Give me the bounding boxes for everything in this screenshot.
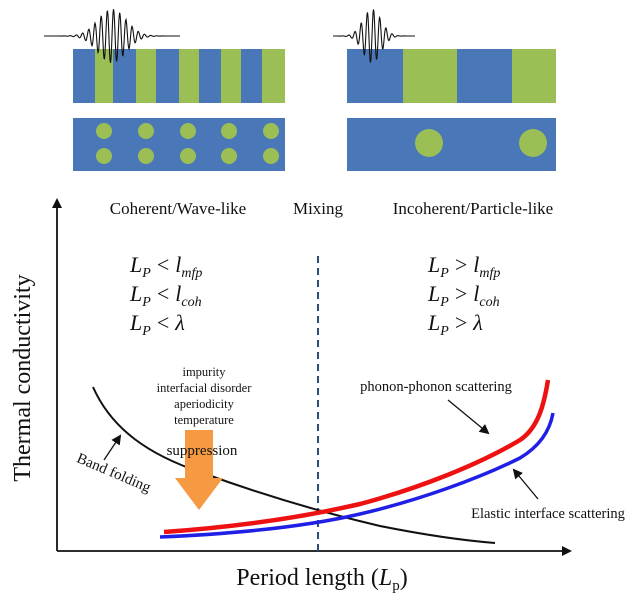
coherent-stripe <box>95 49 113 103</box>
condition-line: LP < λ <box>129 310 185 339</box>
factor-impurity: impurity <box>182 365 226 379</box>
incoherent-dot <box>519 129 547 157</box>
condition-line: LP > lmfp <box>427 252 500 281</box>
elastic-interface-pointer <box>512 468 539 500</box>
coherent-dot <box>96 148 112 164</box>
phonon-phonon-pointer <box>447 399 490 435</box>
coherent-wave-packet <box>44 9 180 63</box>
condition-line: LP < lcoh <box>129 281 202 310</box>
coherent-conditions: LP < lmfp LP < lcoh LP < λ <box>129 252 202 339</box>
coherent-stripe <box>136 49 156 103</box>
coherent-dot <box>180 123 196 139</box>
band-folding-curve <box>92 386 496 544</box>
condition-line: LP > λ <box>427 310 483 339</box>
elastic-interface-label: Elastic interface scattering <box>471 506 625 522</box>
regime-label-incoherent: Incoherent/Particle-like <box>393 199 553 218</box>
phonon-phonon-label: phonon-phonon scattering <box>360 379 512 395</box>
incoherent-dot <box>415 129 443 157</box>
incoherent-superlattice <box>347 49 556 103</box>
coherent-dot <box>138 148 154 164</box>
coherent-stripe <box>221 49 241 103</box>
band-folding-pointer <box>103 434 122 461</box>
coherent-stripe <box>262 49 285 103</box>
elastic-interface-scattering-curve <box>159 412 555 539</box>
incoherent-conditions: LP > lmfp LP > lcoh LP > λ <box>427 252 500 339</box>
coherent-dot <box>138 123 154 139</box>
incoherent-stripe <box>403 49 457 103</box>
band-folding-label: Band folding <box>74 451 153 497</box>
y-axis-title: Thermal conductivity <box>10 274 36 481</box>
incoherent-stripe <box>512 49 556 103</box>
regime-label-mixing: Mixing <box>293 199 344 218</box>
coherent-dot <box>180 148 196 164</box>
suppression-factors: impurity interfacial disorder aperiodici… <box>157 365 253 427</box>
coherent-superlattice <box>73 49 285 103</box>
suppression-label: suppression <box>167 443 238 459</box>
phonon-phonon-scattering-curve <box>163 379 551 535</box>
coherent-dot <box>263 123 279 139</box>
factor-aperiodicity: aperiodicity <box>174 397 234 411</box>
suppression-arrow <box>175 430 223 510</box>
coherent-dot <box>96 123 112 139</box>
coherent-dots <box>96 123 279 164</box>
factor-interfacial-disorder: interfacial disorder <box>157 381 253 395</box>
x-axis-title: Period length (Lp) <box>236 565 408 594</box>
coherent-dot <box>221 123 237 139</box>
condition-line: LP > lcoh <box>427 281 500 310</box>
regime-label-coherent: Coherent/Wave-like <box>110 199 246 218</box>
coherent-dot <box>221 148 237 164</box>
factor-temperature: temperature <box>174 413 234 427</box>
coherent-dot <box>263 148 279 164</box>
incoherent-dot-lattice <box>347 118 556 171</box>
incoherent-wave-packet <box>333 9 415 63</box>
condition-line: LP < lmfp <box>129 252 202 281</box>
coherent-stripe <box>179 49 199 103</box>
